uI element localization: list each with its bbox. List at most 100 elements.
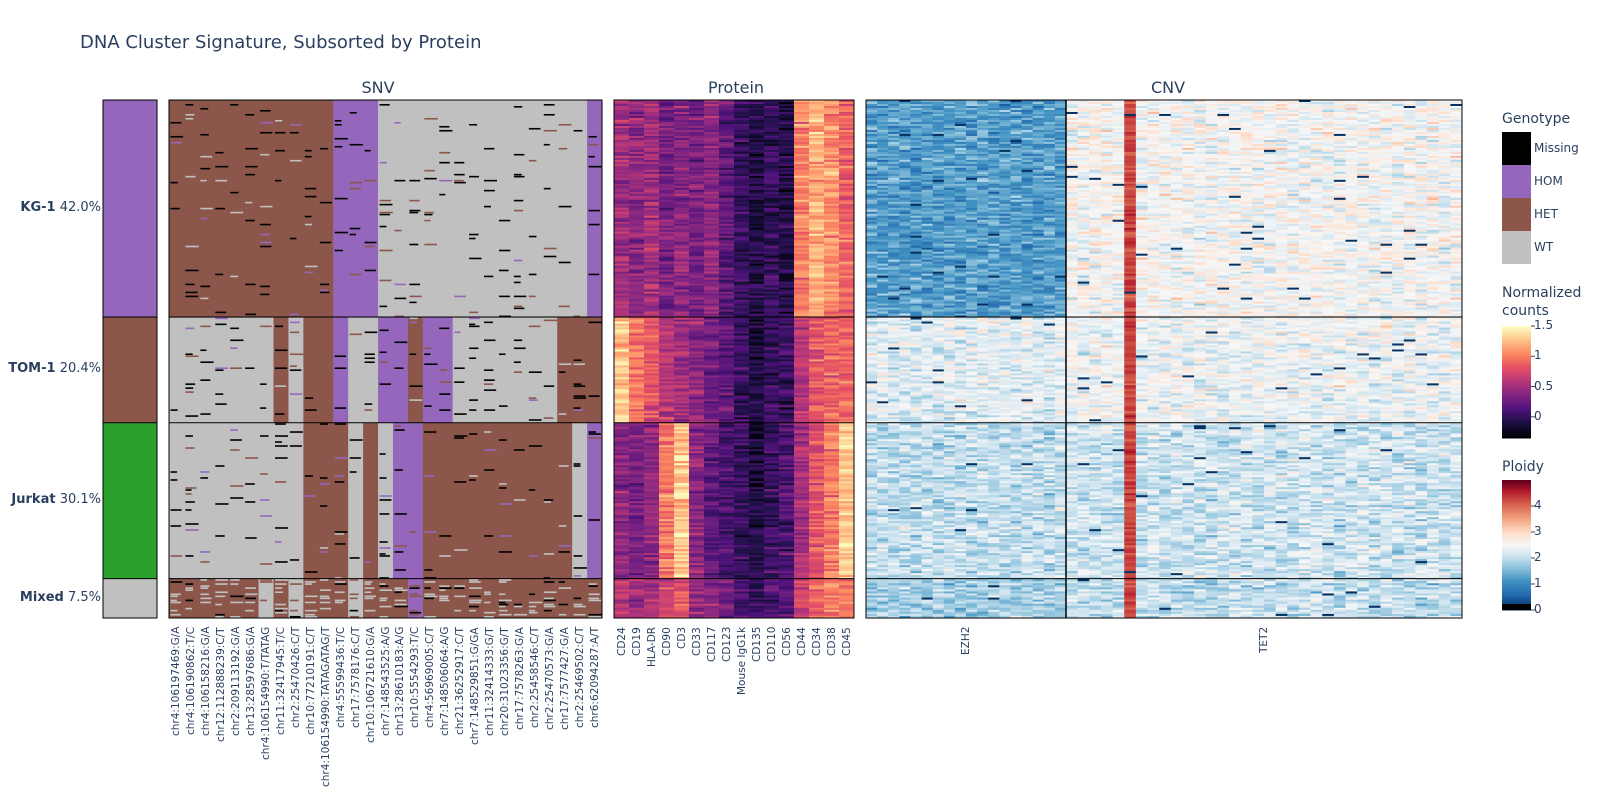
protein-cell	[809, 242, 824, 244]
protein-cell	[824, 140, 839, 142]
protein-cell	[719, 254, 734, 256]
protein-cell	[674, 180, 689, 182]
snv-noise-cell	[260, 110, 271, 112]
protein-cell	[839, 172, 854, 174]
protein-cell	[809, 250, 824, 252]
protein-cell	[704, 216, 719, 218]
snv-noise-cell	[170, 122, 181, 124]
protein-cell	[779, 116, 794, 118]
protein-cell	[809, 244, 824, 246]
protein-cell	[734, 232, 749, 234]
snv-noise-cell	[409, 180, 420, 182]
snv-noise-cell	[514, 154, 524, 156]
protein-cell	[824, 234, 839, 236]
protein-cell	[689, 128, 704, 130]
protein-cell	[809, 142, 824, 144]
snv-noise-cell	[469, 312, 478, 314]
protein-cell	[779, 196, 794, 198]
snv-noise-cell	[514, 296, 526, 298]
protein-cell	[614, 170, 629, 172]
protein-cell	[674, 142, 689, 144]
protein-cell	[644, 214, 659, 216]
protein-cell	[734, 216, 749, 218]
protein-cell	[614, 192, 629, 194]
snv-noise-cell	[529, 128, 541, 130]
protein-cell	[824, 104, 839, 106]
protein-cell	[674, 254, 689, 256]
protein-cell	[614, 200, 629, 202]
protein-cell	[644, 104, 659, 106]
protein-cell	[839, 120, 854, 122]
protein-cell	[614, 128, 629, 130]
protein-cell	[689, 228, 704, 230]
protein-cell	[809, 134, 824, 136]
protein-cell	[614, 250, 629, 252]
protein-cell	[734, 160, 749, 162]
protein-cell	[779, 240, 794, 242]
protein-cell	[734, 106, 749, 108]
protein-cell	[809, 214, 824, 216]
protein-cell	[659, 114, 674, 116]
snv-noise-cell	[200, 298, 208, 300]
protein-cell	[794, 132, 809, 134]
protein-cell	[704, 208, 719, 210]
snv-noise-cell	[230, 212, 243, 214]
protein-cell	[689, 168, 704, 170]
protein-cell	[704, 178, 719, 180]
protein-cell	[719, 178, 734, 180]
protein-cell	[644, 194, 659, 196]
protein-cell	[839, 122, 854, 124]
protein-cell	[749, 226, 764, 228]
snv-noise-cell	[424, 170, 434, 172]
protein-cell	[734, 136, 749, 138]
snv-noise-cell	[469, 176, 479, 178]
protein-cell	[764, 230, 779, 232]
protein-cell	[794, 224, 809, 226]
snv-noise-cell	[544, 130, 557, 132]
protein-cell	[794, 198, 809, 200]
protein-cell	[689, 162, 704, 164]
protein-cell	[809, 126, 824, 128]
protein-cell	[629, 196, 644, 198]
protein-cell	[764, 214, 779, 216]
protein-cell	[689, 194, 704, 196]
snv-noise-cell	[439, 180, 452, 182]
protein-cell	[839, 160, 854, 162]
snv-noise-cell	[514, 306, 522, 308]
protein-cell	[719, 134, 734, 136]
protein-cell	[689, 140, 704, 142]
protein-cell	[629, 206, 644, 208]
snv-noise-cell	[350, 188, 361, 190]
protein-cell	[719, 144, 734, 146]
protein-cell	[794, 120, 809, 122]
protein-cell	[704, 106, 719, 108]
protein-cell	[689, 138, 704, 140]
protein-cell	[614, 160, 629, 162]
protein-cell	[659, 252, 674, 254]
snv-noise-cell	[350, 306, 363, 308]
protein-cell	[629, 244, 644, 246]
protein-cell	[794, 182, 809, 184]
protein-cell	[719, 118, 734, 120]
protein-cell	[719, 212, 734, 214]
protein-cell	[734, 158, 749, 160]
protein-cell	[659, 154, 674, 156]
snv-noise-cell	[260, 286, 270, 288]
protein-cell	[659, 108, 674, 110]
protein-cell	[779, 234, 794, 236]
snv-noise-cell	[305, 266, 318, 268]
protein-cell	[764, 180, 779, 182]
protein-cell	[629, 232, 644, 234]
protein-cell	[689, 188, 704, 190]
protein-cell	[659, 158, 674, 160]
protein-cell	[749, 232, 764, 234]
protein-cell	[629, 154, 644, 156]
protein-cell	[689, 232, 704, 234]
protein-cell	[809, 172, 824, 174]
protein-cell	[779, 102, 794, 104]
protein-cell	[704, 192, 719, 194]
protein-cell	[809, 108, 824, 110]
protein-cell	[764, 206, 779, 208]
protein-cell	[809, 204, 824, 206]
snv-noise-cell	[394, 122, 400, 124]
